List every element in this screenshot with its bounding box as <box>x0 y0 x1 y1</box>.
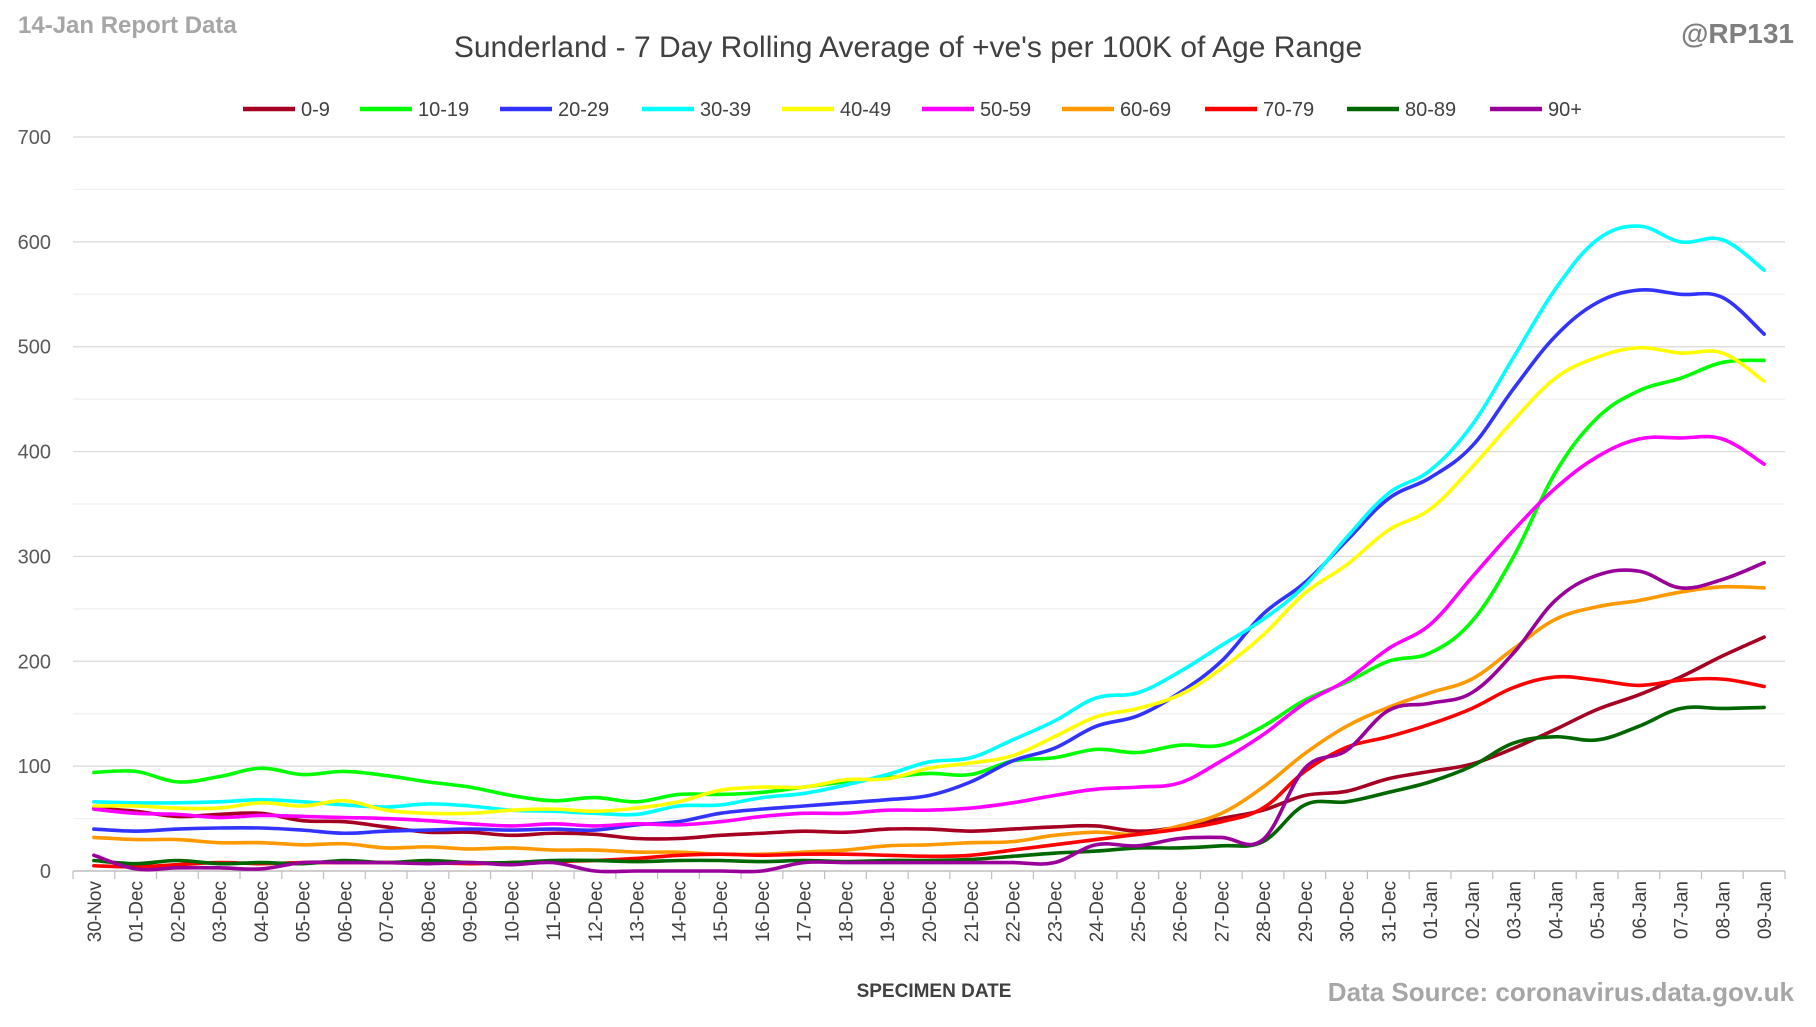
x-tick-label: 17-Dec <box>795 881 816 942</box>
legend-label: 40-49 <box>840 99 891 121</box>
legend-label: 0-9 <box>301 99 330 121</box>
x-tick-label: 10-Dec <box>502 881 523 942</box>
legend-label: 80-89 <box>1405 99 1456 121</box>
x-tick-label: 06-Dec <box>335 881 356 942</box>
y-tick-label: 100 <box>18 756 51 778</box>
x-tick-label: 22-Dec <box>1004 881 1025 942</box>
x-tick-label: 02-Jan <box>1463 881 1484 939</box>
legend: 0-9 10-19 20-29 30-39 40-49 50-59 60-69 70-79 80… <box>243 99 1582 121</box>
data-source-label: Data Source: coronavirus.data.gov.uk <box>1327 977 1794 1007</box>
legend-label: 10-19 <box>418 99 469 121</box>
series-line-80-89 <box>92 705 1766 866</box>
x-tick-label: 08-Dec <box>419 881 440 942</box>
legend-label: 20-29 <box>558 99 609 121</box>
x-tick-label: 07-Jan <box>1672 881 1693 939</box>
x-tick-label: 12-Dec <box>586 881 607 942</box>
x-tick-label: 26-Dec <box>1171 881 1192 942</box>
x-tick-label: 09-Jan <box>1755 881 1776 939</box>
y-tick-label: 400 <box>18 442 51 464</box>
y-tick-label: 600 <box>18 232 51 254</box>
x-tick-label: 08-Jan <box>1713 881 1734 939</box>
x-tick-label: 20-Dec <box>920 881 941 942</box>
y-tick-label: 300 <box>18 546 51 568</box>
x-tick-label: 06-Jan <box>1630 881 1651 939</box>
series-line-10-19 <box>92 358 1766 804</box>
series-line-30-39 <box>92 224 1766 817</box>
x-tick-label: 13-Dec <box>628 881 649 942</box>
x-tick-label: 07-Dec <box>377 881 398 942</box>
x-tick-label: 18-Dec <box>836 881 857 942</box>
axes: 0 100 200 300 400 500 600 700 30-Nov 01-Dec 02-Dec… <box>18 127 1786 943</box>
x-tick-label: 24-Dec <box>1087 881 1108 942</box>
x-tick-label: 05-Jan <box>1588 881 1609 939</box>
x-tick-label: 27-Dec <box>1212 881 1233 942</box>
author-handle: @RP131 <box>1681 18 1794 49</box>
x-tick-label: 30-Nov <box>85 881 106 943</box>
x-tick-label: 25-Dec <box>1129 881 1150 942</box>
x-tick-label: 30-Dec <box>1338 881 1359 942</box>
y-tick-label: 0 <box>40 861 51 883</box>
gridlines <box>73 136 1785 820</box>
series-line-50-59 <box>92 434 1766 828</box>
x-tick-label: 14-Dec <box>669 881 690 942</box>
x-tick-label: 03-Jan <box>1505 881 1526 939</box>
x-tick-label: 23-Dec <box>1045 881 1066 942</box>
x-tick-label: 01-Dec <box>127 881 148 942</box>
legend-label: 30-39 <box>700 99 751 121</box>
x-tick-label: 01-Jan <box>1421 881 1442 939</box>
legend-label: 90+ <box>1548 99 1582 121</box>
series-lines <box>92 224 1766 874</box>
x-tick-label: 29-Dec <box>1296 881 1317 942</box>
x-tick-label: 31-Dec <box>1379 881 1400 942</box>
x-tick-label: 21-Dec <box>962 881 983 942</box>
x-tick-label: 11-Dec <box>544 881 565 941</box>
y-tick-label: 700 <box>18 127 51 149</box>
chart-title: Sunderland - 7 Day Rolling Average of +v… <box>454 31 1362 64</box>
x-tick-label: 04-Jan <box>1546 881 1567 939</box>
x-tick-label: 05-Dec <box>294 881 315 942</box>
legend-label: 70-79 <box>1263 99 1314 121</box>
legend-label: 50-59 <box>980 99 1031 121</box>
series-line-40-49 <box>92 345 1766 816</box>
x-tick-label: 16-Dec <box>753 881 774 942</box>
y-tick-label: 200 <box>18 651 51 673</box>
x-tick-label: 03-Dec <box>210 881 231 942</box>
x-tick-label: 09-Dec <box>461 881 482 942</box>
x-tick-label: 19-Dec <box>878 881 899 942</box>
x-tick-label: 02-Dec <box>168 881 189 942</box>
series-line-60-69 <box>92 584 1766 857</box>
series-line-20-29 <box>92 287 1766 836</box>
x-axis-title: SPECIMEN DATE <box>857 981 1012 1002</box>
x-tick-label: 04-Dec <box>252 881 273 942</box>
y-tick-label: 500 <box>18 337 51 359</box>
x-tick-label: 15-Dec <box>711 881 732 942</box>
legend-label: 60-69 <box>1120 99 1171 121</box>
series-line-90plus <box>92 560 1766 874</box>
report-date-label: 14-Jan Report Data <box>18 12 237 39</box>
x-tick-label: 28-Dec <box>1254 881 1275 942</box>
